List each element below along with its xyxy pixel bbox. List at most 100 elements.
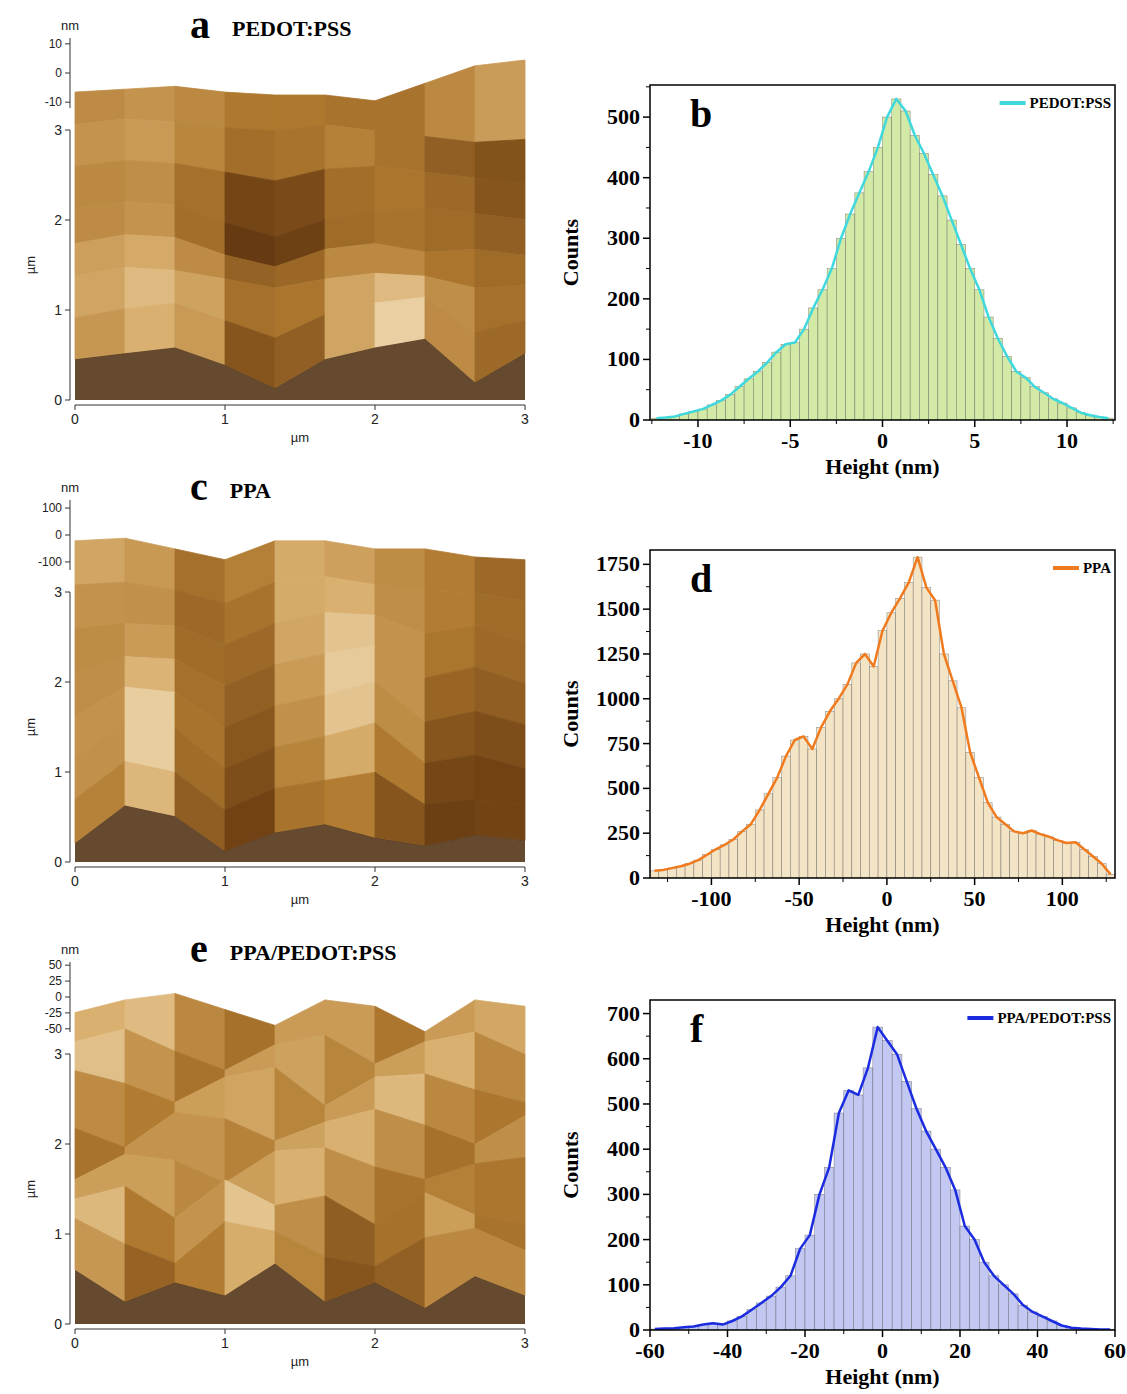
- panel-letter: e: [190, 926, 208, 971]
- surface-cell: [225, 92, 275, 131]
- y-tick-label: 300: [607, 225, 640, 250]
- x-tick-label: 0: [71, 1335, 79, 1351]
- x-tick: [959, 1330, 961, 1337]
- histogram-bar: [938, 196, 947, 420]
- z-tick: [65, 561, 70, 562]
- surface: [75, 60, 525, 400]
- surface-cell: [325, 577, 375, 616]
- x-tick-label: 0: [71, 411, 79, 427]
- surface-cell: [325, 723, 375, 781]
- histogram-bar: [896, 598, 905, 878]
- histogram-bar: [764, 794, 773, 878]
- surface-cell: [375, 131, 425, 172]
- histogram-bar: [1062, 843, 1071, 878]
- y-tick-label: 1: [54, 1226, 62, 1242]
- x-tick: [375, 1329, 376, 1334]
- surface-cell: [75, 89, 125, 125]
- histogram-bar: [844, 1090, 854, 1330]
- panel-letter: a: [190, 2, 210, 47]
- z-tick-label: -50: [45, 1022, 63, 1036]
- legend-swatch: [1053, 566, 1079, 570]
- surface-cell: [125, 235, 175, 271]
- x-minor-tick: [930, 878, 931, 882]
- histogram-bar: [824, 1167, 834, 1330]
- surface-cell: [475, 1116, 525, 1164]
- histogram-bar: [979, 1262, 989, 1330]
- histogram-bar: [950, 1190, 960, 1330]
- z-tick-label: 0: [55, 66, 62, 80]
- y-tick-label: 200: [607, 286, 640, 311]
- y-minor-tick: [646, 1262, 650, 1263]
- x-tick-label: -5: [781, 428, 799, 453]
- surface-cell: [475, 249, 525, 288]
- x-tick-label: 0: [881, 886, 892, 911]
- panel-title: PPA/PEDOT:PSS: [230, 940, 397, 965]
- y-axis-title: Counts: [558, 680, 583, 748]
- histogram-bar: [861, 654, 870, 878]
- y-tick-label: 1500: [596, 596, 640, 621]
- surface-cell: [375, 772, 425, 846]
- histogram-bar: [650, 871, 659, 878]
- x-axis-title: µm: [291, 892, 309, 907]
- histogram-bar: [1054, 840, 1063, 878]
- histogram-bar: [931, 1149, 941, 1330]
- histogram-bar: [904, 582, 913, 878]
- histogram-bar: [869, 667, 878, 878]
- surface-cell: [375, 297, 425, 347]
- surface-cell: [175, 86, 225, 127]
- histogram-bar: [1021, 378, 1030, 420]
- y-tick: [643, 608, 650, 610]
- y-tick: [643, 1239, 650, 1241]
- x-tick-label: 1: [221, 873, 229, 889]
- x-tick: [804, 1330, 806, 1337]
- x-minor-tick: [1018, 878, 1019, 882]
- x-tick: [375, 867, 376, 872]
- x-tick: [1037, 1330, 1039, 1337]
- y-tick: [643, 1103, 650, 1105]
- surface-cell: [375, 1042, 425, 1077]
- y-tick-label: 500: [607, 104, 640, 129]
- x-minor-tick: [998, 1330, 999, 1334]
- histogram-bar: [941, 1167, 951, 1330]
- z-tick: [65, 981, 70, 982]
- surface-cell: [325, 244, 375, 280]
- histogram-bar: [772, 352, 781, 420]
- surface-cell: [275, 780, 325, 832]
- x-tick-label: -50: [784, 886, 813, 911]
- histogram-outline: [655, 1027, 1110, 1329]
- y-axis-title: Counts: [558, 1131, 583, 1199]
- surface-cell: [125, 538, 175, 590]
- histogram-bar: [729, 839, 738, 878]
- x-tick-label: 0: [71, 873, 79, 889]
- y-minor-tick: [646, 1216, 650, 1217]
- histogram-panel: -100-5005010002505007501000125015001750H…: [558, 550, 1115, 937]
- y-tick-label: 1250: [596, 641, 640, 666]
- surface-cell: [125, 303, 175, 353]
- afm-axes: 0123µm0123µm-1000100nm: [23, 480, 529, 907]
- histogram-bar: [786, 1276, 796, 1330]
- y-minor-tick: [646, 1036, 650, 1037]
- y-tick-label: 0: [629, 1317, 640, 1342]
- y-tick-label: 2: [54, 212, 62, 228]
- x-tick: [525, 1329, 526, 1334]
- y-tick-label: 1: [54, 302, 62, 318]
- histogram-bar: [892, 99, 901, 420]
- histogram-bar: [948, 681, 957, 878]
- y-tick: [643, 698, 650, 700]
- y-minor-tick: [646, 1126, 650, 1127]
- surface-cell: [425, 549, 475, 593]
- x-tick-label: 2: [371, 1335, 379, 1351]
- histogram-bar: [864, 172, 873, 420]
- y-tick-label: 500: [607, 1091, 640, 1116]
- histogram-bar: [975, 778, 984, 878]
- histogram-bar: [766, 1296, 776, 1330]
- x-tick: [711, 878, 713, 885]
- x-axis-line: [75, 867, 525, 868]
- legend-label: PPA/PEDOT:PSS: [997, 1010, 1111, 1026]
- x-tick: [649, 1330, 651, 1337]
- histogram-bar: [834, 1113, 844, 1330]
- y-tick: [643, 788, 650, 790]
- histogram-bar: [1001, 824, 1010, 878]
- z-tick: [65, 535, 70, 536]
- x-minor-tick: [1106, 878, 1107, 882]
